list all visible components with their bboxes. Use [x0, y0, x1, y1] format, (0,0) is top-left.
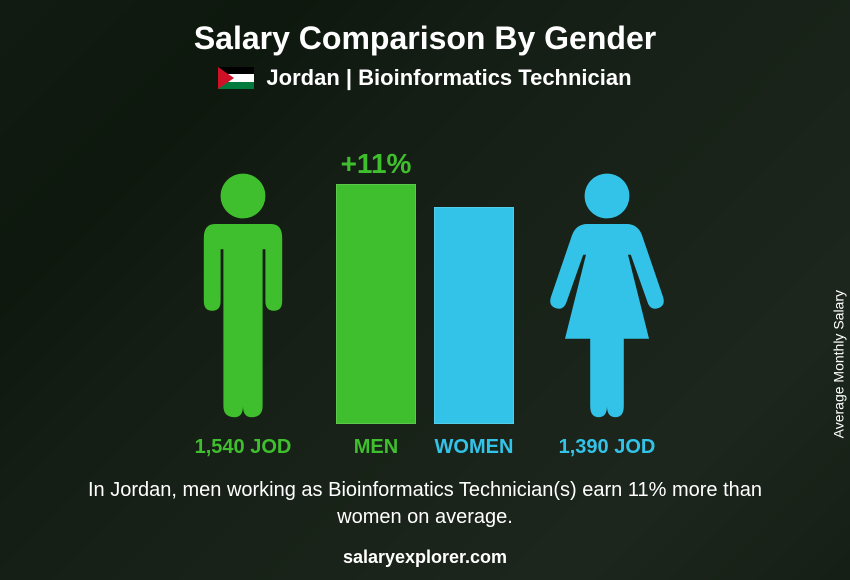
caption-text: In Jordan, men working as Bioinformatics…: [65, 477, 785, 531]
men-bar-column: +11%: [336, 144, 416, 424]
men-figure-column: [168, 164, 318, 424]
men-bar: [336, 184, 416, 424]
jordan-flag-icon: [218, 67, 254, 89]
men-salary-label: 1,540 JOD: [168, 436, 318, 459]
subtitle-row: Jordan | Bioinformatics Technician: [218, 65, 631, 91]
infographic-content: Salary Comparison By Gender Jordan | Bio…: [0, 0, 850, 580]
subtitle-text: Jordan | Bioinformatics Technician: [266, 65, 631, 91]
female-figure-icon: [537, 164, 677, 424]
y-axis-label: Average Monthly Salary: [830, 290, 846, 438]
women-bar: [434, 207, 514, 424]
pct-difference-label: +11%: [341, 148, 412, 180]
labels-row: 1,540 JOD MEN WOMEN 1,390 JOD: [40, 436, 810, 459]
women-salary-label: 1,390 JOD: [532, 436, 682, 459]
chart-area: +11%: [40, 101, 810, 432]
women-figure-column: [532, 164, 682, 424]
women-label: WOMEN: [434, 436, 514, 459]
footer-source: salaryexplorer.com: [343, 547, 507, 568]
men-label: MEN: [336, 436, 416, 459]
main-title: Salary Comparison By Gender: [194, 20, 656, 57]
women-bar-column: [434, 144, 514, 424]
male-figure-icon: [173, 164, 313, 424]
